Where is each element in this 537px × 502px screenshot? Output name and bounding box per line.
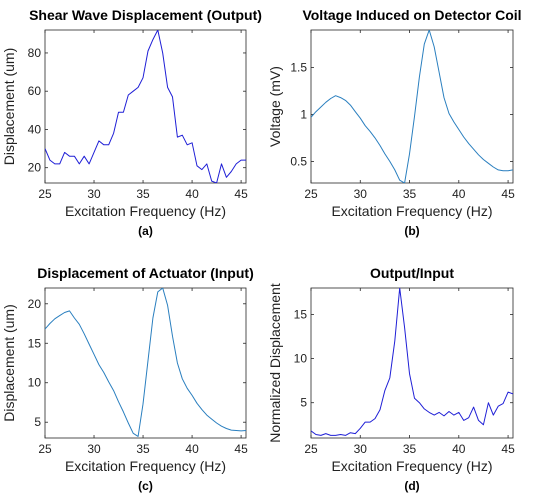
x-tick-label: 40 <box>452 442 466 456</box>
x-tick-label: 30 <box>354 442 368 456</box>
plot-area <box>310 287 514 439</box>
y-tick-label: 5 <box>300 396 307 410</box>
chart-title: Displacement of Actuator (Input) <box>37 265 254 281</box>
x-tick-label: 40 <box>452 187 466 201</box>
y-tick-label: 80 <box>28 46 42 60</box>
x-tick-label: 45 <box>501 187 515 201</box>
y-axis-label: Normalized Displacement <box>267 283 283 443</box>
plot-area <box>44 287 247 439</box>
panel-label: (d) <box>404 479 419 493</box>
x-tick-label: 30 <box>87 442 101 456</box>
y-tick-label: 15 <box>28 336 42 350</box>
y-tick-label: 10 <box>28 376 42 390</box>
x-axis-label: Excitation Frequency (Hz) <box>331 458 492 474</box>
chart-output-input: 25 30 35 40 45 5 10 15 Output/Input Excitation Fr… <box>267 265 515 493</box>
series-line <box>311 288 513 436</box>
y-tick-label: 0.5 <box>290 154 307 168</box>
chart-actuator-input: 25 30 35 40 45 5 10 15 20 Displacement of Actuato… <box>1 265 254 493</box>
plot-area <box>310 29 514 184</box>
y-tick-label: 20 <box>28 161 42 175</box>
series-line <box>45 288 246 437</box>
y-tick-label: 15 <box>294 307 308 321</box>
y-tick-label: 5 <box>34 415 41 429</box>
y-tick-label: 20 <box>28 297 42 311</box>
x-tick-label: 25 <box>38 442 52 456</box>
x-tick-label: 25 <box>38 187 52 201</box>
x-tick-label: 45 <box>501 442 515 456</box>
series-line <box>45 30 246 183</box>
x-tick-label: 30 <box>354 187 368 201</box>
x-tick-label: 35 <box>403 187 417 201</box>
x-tick-label: 35 <box>403 442 417 456</box>
y-tick-label: 10 <box>294 352 308 366</box>
panel-label: (c) <box>138 479 153 493</box>
chart-shear-wave: 25 30 35 40 45 20 40 60 80 Shear Wave Displacemen… <box>1 7 262 238</box>
y-tick-label: 1.5 <box>290 61 307 75</box>
x-axis-label: Excitation Frequency (Hz) <box>331 203 492 219</box>
x-tick-label: 35 <box>136 187 150 201</box>
plot-area <box>44 29 247 184</box>
panel-label: (b) <box>404 224 419 238</box>
x-tick-label: 40 <box>185 187 199 201</box>
y-tick-label: 40 <box>28 122 42 136</box>
chart-title: Voltage Induced on Detector Coil <box>302 7 521 23</box>
panel-label: (a) <box>138 224 153 238</box>
y-tick-label: 1 <box>300 107 307 121</box>
x-tick-label: 30 <box>87 187 101 201</box>
x-tick-label: 25 <box>304 187 318 201</box>
x-tick-label: 25 <box>304 442 318 456</box>
chart-title: Shear Wave Displacement (Output) <box>29 7 262 23</box>
y-axis-label: Displacement (um) <box>1 48 17 165</box>
x-tick-label: 45 <box>234 442 248 456</box>
y-axis-label: Voltage (mV) <box>267 66 283 147</box>
x-axis-label: Excitation Frequency (Hz) <box>65 458 226 474</box>
x-tick-label: 40 <box>185 442 199 456</box>
y-axis-label: Displacement (um) <box>1 304 17 421</box>
chart-title: Output/Input <box>370 265 454 281</box>
x-tick-label: 35 <box>136 442 150 456</box>
x-axis-label: Excitation Frequency (Hz) <box>65 203 226 219</box>
y-tick-label: 60 <box>28 84 42 98</box>
chart-detector-voltage: 25 30 35 40 45 0.5 1 1.5 Voltage Induced on Dete… <box>267 7 522 238</box>
x-tick-label: 45 <box>234 187 248 201</box>
series-line <box>311 30 513 183</box>
